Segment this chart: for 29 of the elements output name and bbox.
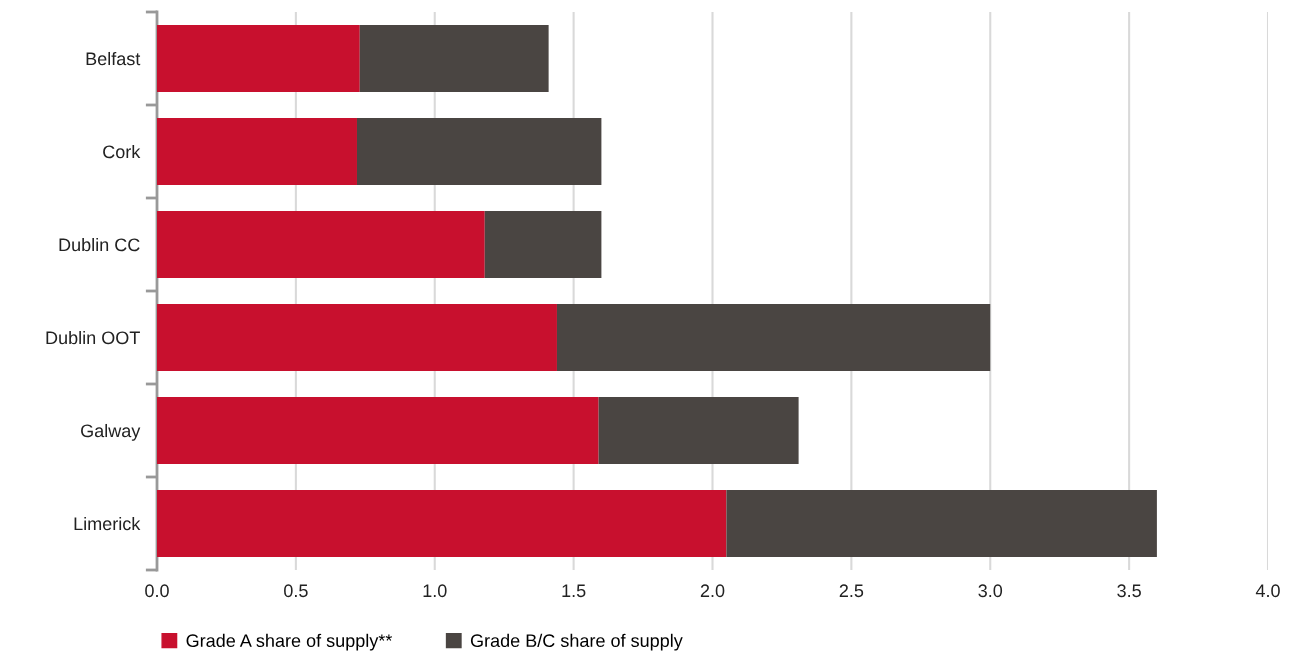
bar bbox=[484, 211, 602, 278]
bar bbox=[157, 211, 485, 278]
bar bbox=[556, 304, 991, 371]
bar bbox=[157, 304, 557, 371]
y-tick-label: Cork bbox=[103, 144, 141, 159]
x-tick-label: 2.5 bbox=[839, 584, 864, 598]
x-tick-label: 4.0 bbox=[1255, 584, 1280, 598]
bar bbox=[359, 25, 549, 92]
y-tick-label: Limerick bbox=[74, 516, 141, 531]
y-tick-label: Galway bbox=[81, 423, 141, 441]
x-tick-label: 3.5 bbox=[1117, 584, 1141, 598]
bar bbox=[726, 490, 1157, 557]
bar bbox=[157, 397, 599, 464]
x-tick-label: 3.0 bbox=[978, 584, 1003, 598]
y-tick-label: Belfast bbox=[86, 51, 141, 66]
bar bbox=[356, 118, 602, 185]
bar bbox=[157, 25, 360, 92]
x-tick-label: 0.5 bbox=[284, 584, 308, 598]
x-tick-label: 1.0 bbox=[423, 584, 447, 598]
bar bbox=[157, 118, 357, 185]
y-tick-label: Dublin OOT bbox=[46, 330, 140, 345]
x-tick-label: 0.0 bbox=[145, 584, 169, 598]
bar bbox=[157, 490, 727, 557]
x-tick-label: 1.5 bbox=[562, 584, 586, 598]
y-tick-label: Dublin CC bbox=[59, 237, 140, 252]
bar bbox=[598, 397, 799, 464]
x-tick-label: 2.0 bbox=[700, 584, 725, 598]
legend-label: Grade A share of supply** bbox=[186, 633, 393, 651]
legend-label: Grade B/C share of supply bbox=[470, 633, 683, 651]
